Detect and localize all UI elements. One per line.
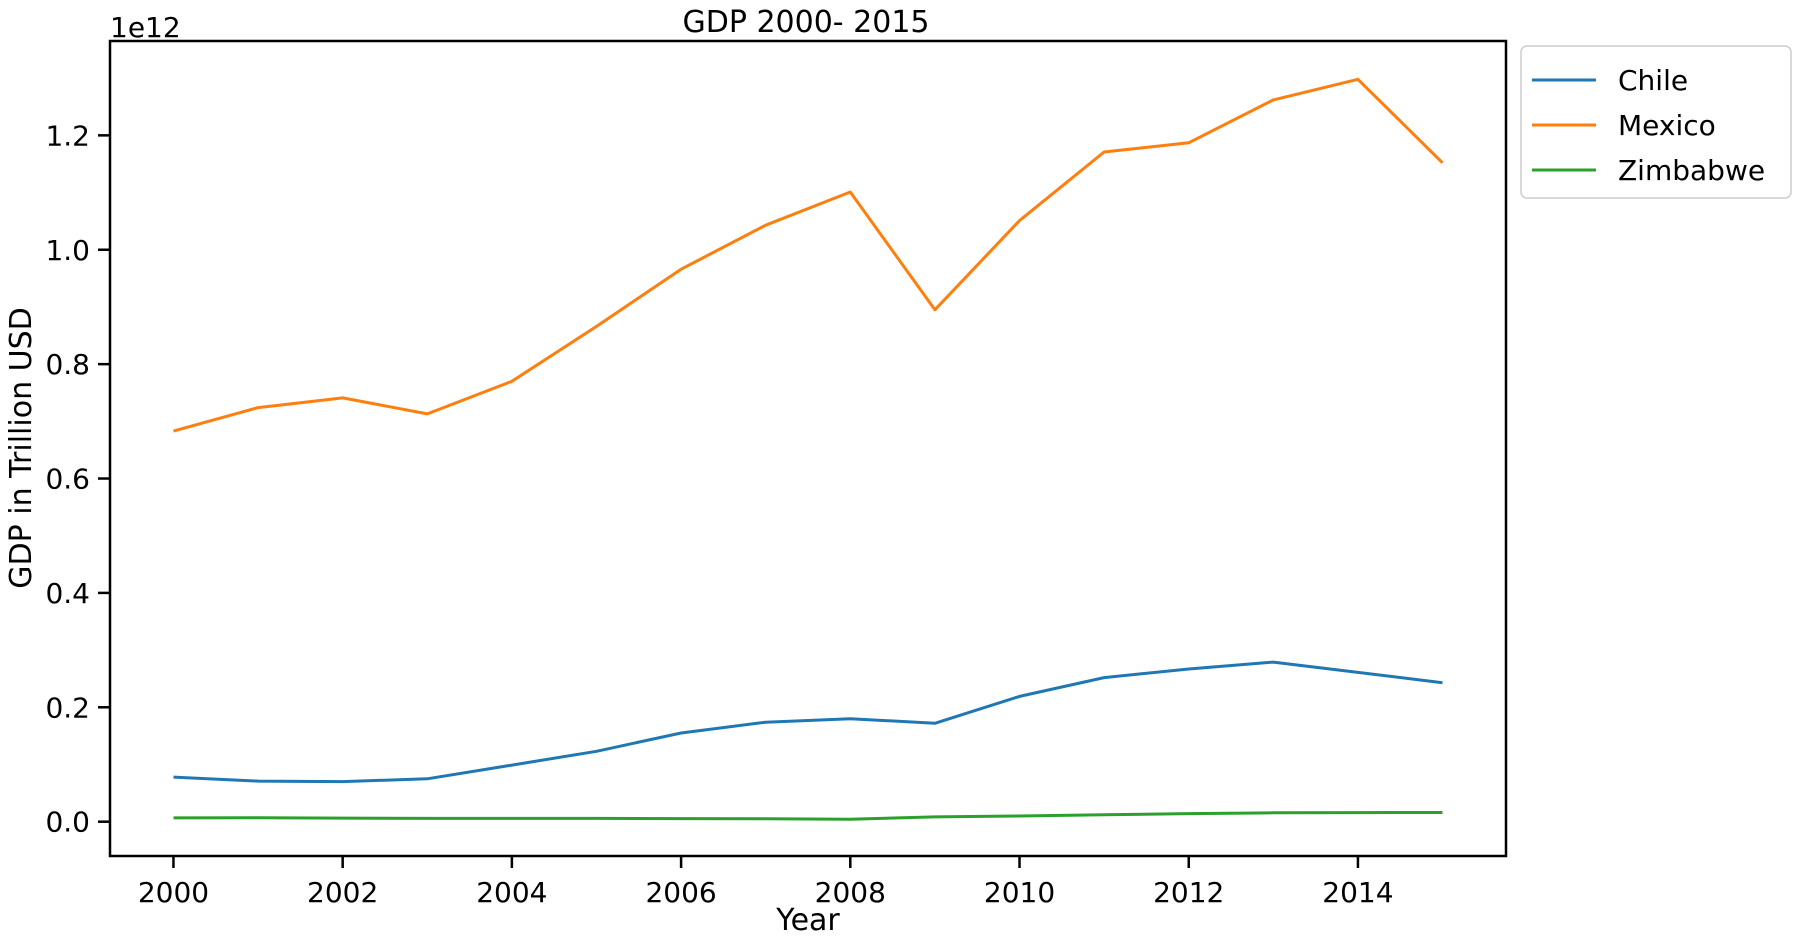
- y-axis: 0.0 0.2 0.4 0.6 0.8 1.0 1.2: [45, 119, 110, 839]
- y-tick-label: 0.2: [45, 691, 90, 724]
- y-tick-label: 1.0: [45, 234, 90, 267]
- x-tick-label: 2012: [1153, 876, 1224, 909]
- series-line-mexico: [173, 77, 1444, 433]
- series-layer: [173, 77, 1444, 821]
- legend: Chile Mexico Zimbabwe: [1520, 45, 1792, 199]
- y-tick-label: 0.4: [45, 577, 90, 610]
- x-tick-label: 2000: [138, 876, 209, 909]
- plot-area: [108, 39, 1508, 858]
- legend-label-chile: Chile: [1618, 64, 1688, 97]
- chart-title: GDP 2000- 2015: [682, 5, 929, 40]
- series-line-zimbabwe: [173, 811, 1443, 821]
- y-axis-label: GDP in Trillion USD: [4, 307, 39, 588]
- legend-label-zimbabwe: Zimbabwe: [1618, 154, 1765, 187]
- x-tick-label: 2006: [645, 876, 716, 909]
- y-offset-text: 1e12: [110, 11, 181, 44]
- x-axis-label: Year: [775, 903, 840, 938]
- x-tick-label: 2008: [815, 876, 886, 909]
- x-tick-label: 2014: [1322, 876, 1393, 909]
- legend-label-mexico: Mexico: [1618, 109, 1716, 142]
- series-line-chile: [173, 660, 1443, 784]
- y-tick-label: 0.6: [45, 463, 90, 496]
- y-tick-label: 0.8: [45, 348, 90, 381]
- y-tick-label: 1.2: [45, 119, 90, 152]
- x-tick-label: 2002: [307, 876, 378, 909]
- x-tick-label: 2004: [476, 876, 547, 909]
- y-tick-label: 0.0: [45, 806, 90, 839]
- legend-frame: [1520, 45, 1792, 199]
- x-tick-label: 2010: [984, 876, 1055, 909]
- x-axis: 2000 2002 2004 2006 2008 2010 2012 2014: [138, 856, 1394, 909]
